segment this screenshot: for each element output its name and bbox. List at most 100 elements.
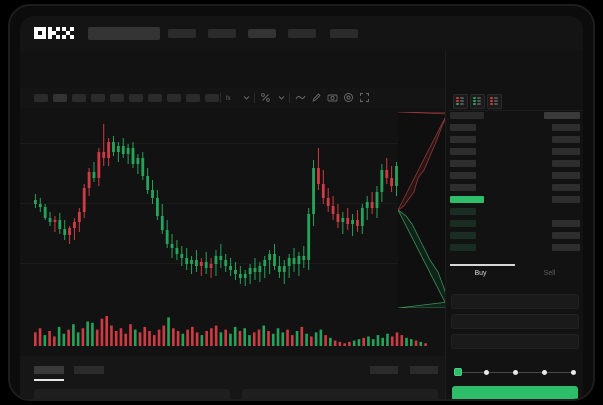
timeframe-6[interactable] bbox=[129, 94, 143, 102]
orderbook-ask-row[interactable] bbox=[450, 184, 476, 191]
tab-sell[interactable]: Sell bbox=[543, 270, 556, 277]
orderbook-bid-row[interactable] bbox=[450, 232, 476, 239]
line-chart-icon[interactable] bbox=[295, 92, 306, 103]
nav-item-4[interactable] bbox=[288, 29, 316, 38]
candle-body bbox=[224, 260, 228, 266]
candle-body bbox=[263, 260, 267, 266]
candle-body bbox=[390, 178, 394, 186]
candle-body bbox=[68, 228, 71, 235]
orderbook-ask-row[interactable] bbox=[450, 148, 476, 155]
total-field[interactable] bbox=[451, 334, 579, 349]
volume-bar bbox=[57, 326, 61, 346]
indicator-icon[interactable]: fx bbox=[226, 92, 237, 103]
orderbook-view-bids-icon[interactable] bbox=[470, 94, 485, 109]
amount-slider[interactable] bbox=[454, 368, 576, 378]
buy-submit-button[interactable] bbox=[452, 386, 578, 399]
volume-bar bbox=[48, 331, 51, 346]
tab-order-history[interactable] bbox=[74, 366, 104, 374]
candle-body bbox=[307, 214, 311, 260]
orderbook-view-asks-icon[interactable] bbox=[487, 94, 502, 109]
tab-buy[interactable]: Buy bbox=[474, 270, 487, 277]
candlestick-chart[interactable] bbox=[20, 108, 445, 308]
timeframe-4[interactable] bbox=[91, 94, 105, 102]
settings-icon[interactable] bbox=[343, 92, 354, 103]
fullscreen-icon[interactable] bbox=[359, 92, 370, 103]
orderbook-bid-row[interactable] bbox=[450, 208, 476, 215]
pencil-icon[interactable] bbox=[311, 92, 322, 103]
slider-handle[interactable] bbox=[454, 368, 462, 376]
volume-bar bbox=[100, 318, 104, 346]
slider-step-75[interactable] bbox=[542, 369, 547, 375]
btm-action-2[interactable] bbox=[410, 366, 438, 374]
volume-bar bbox=[72, 324, 75, 346]
volume-bar bbox=[381, 337, 385, 346]
orderbook-current-price[interactable] bbox=[450, 196, 484, 203]
timeframe-8[interactable] bbox=[167, 94, 181, 102]
timeframe-2[interactable] bbox=[53, 94, 67, 102]
orderbook-ask-size[interactable] bbox=[552, 172, 580, 179]
candle-body bbox=[229, 266, 233, 270]
orderbook-ask-size[interactable] bbox=[552, 160, 580, 167]
slider-step-25[interactable] bbox=[484, 369, 489, 375]
nav-item-3[interactable] bbox=[248, 29, 276, 38]
timeframe-5[interactable] bbox=[110, 94, 124, 102]
orderbook-header-left[interactable] bbox=[450, 112, 484, 119]
orderbook-ask-size[interactable] bbox=[552, 184, 580, 191]
orderbook-bid-row[interactable] bbox=[450, 220, 476, 227]
nav-item-2[interactable] bbox=[208, 29, 236, 38]
camera-icon[interactable] bbox=[327, 92, 338, 103]
volume-bar bbox=[362, 337, 365, 346]
amount-field[interactable] bbox=[451, 314, 579, 329]
orderbook-ask-row[interactable] bbox=[450, 136, 476, 143]
orderbook-ask-size[interactable] bbox=[552, 136, 580, 143]
orderbook-bid-size[interactable] bbox=[552, 244, 580, 251]
timeframe-10[interactable] bbox=[205, 94, 219, 102]
volume-bar bbox=[290, 335, 294, 346]
timeframe-1[interactable] bbox=[34, 94, 48, 102]
chevron-down-icon[interactable] bbox=[241, 92, 252, 103]
orderbook-current-size[interactable] bbox=[552, 196, 580, 203]
okx-logo[interactable] bbox=[34, 27, 78, 40]
orderbook-ask-size[interactable] bbox=[552, 148, 580, 155]
orderbook-bid-size[interactable] bbox=[552, 220, 580, 227]
app-screen: Spot Trading▾ ▾ fx bbox=[20, 16, 583, 399]
volume-bar bbox=[210, 328, 213, 346]
tab-open-orders[interactable] bbox=[34, 366, 64, 374]
volume-bar bbox=[176, 331, 180, 346]
nav-item-1[interactable] bbox=[168, 29, 196, 38]
orderbook-bid-row[interactable] bbox=[450, 244, 476, 251]
orderbook-ask-row[interactable] bbox=[450, 172, 476, 179]
chevron-down-icon-2[interactable] bbox=[276, 92, 287, 103]
timeframe-7[interactable] bbox=[148, 94, 162, 102]
nav-item-5[interactable] bbox=[330, 29, 358, 38]
orderbook-view-both-icon[interactable] bbox=[453, 94, 468, 109]
timeframe-9[interactable] bbox=[186, 94, 200, 102]
candle-body bbox=[155, 198, 159, 216]
volume-bar bbox=[424, 343, 427, 346]
btm-action-1[interactable] bbox=[370, 366, 398, 374]
orderbook-rows[interactable] bbox=[446, 112, 583, 262]
volume-bar bbox=[114, 331, 118, 346]
slider-step-50[interactable] bbox=[513, 369, 518, 375]
candle-body bbox=[63, 229, 67, 235]
price-field[interactable] bbox=[451, 294, 579, 309]
orderbook-ask-row[interactable] bbox=[450, 160, 476, 167]
volume-bar bbox=[248, 335, 251, 346]
header-search-box[interactable] bbox=[88, 27, 160, 40]
orderbook-ask-size[interactable] bbox=[552, 124, 580, 131]
volume-bar bbox=[348, 341, 351, 346]
candle-body bbox=[151, 190, 154, 198]
volume-bar bbox=[400, 335, 404, 346]
orderbook-bid-size[interactable] bbox=[552, 232, 580, 239]
slider-step-100[interactable] bbox=[571, 369, 576, 375]
orderbook-header-right[interactable] bbox=[544, 112, 580, 119]
candle-body bbox=[243, 274, 247, 278]
compare-icon[interactable] bbox=[260, 92, 271, 103]
candle-body bbox=[82, 188, 86, 212]
candles-svg bbox=[34, 124, 437, 286]
timeframe-3[interactable] bbox=[72, 94, 86, 102]
candle-body bbox=[77, 212, 81, 222]
candle-body bbox=[180, 254, 184, 258]
orderbook-ask-row[interactable] bbox=[450, 124, 476, 131]
gridline bbox=[20, 203, 445, 204]
